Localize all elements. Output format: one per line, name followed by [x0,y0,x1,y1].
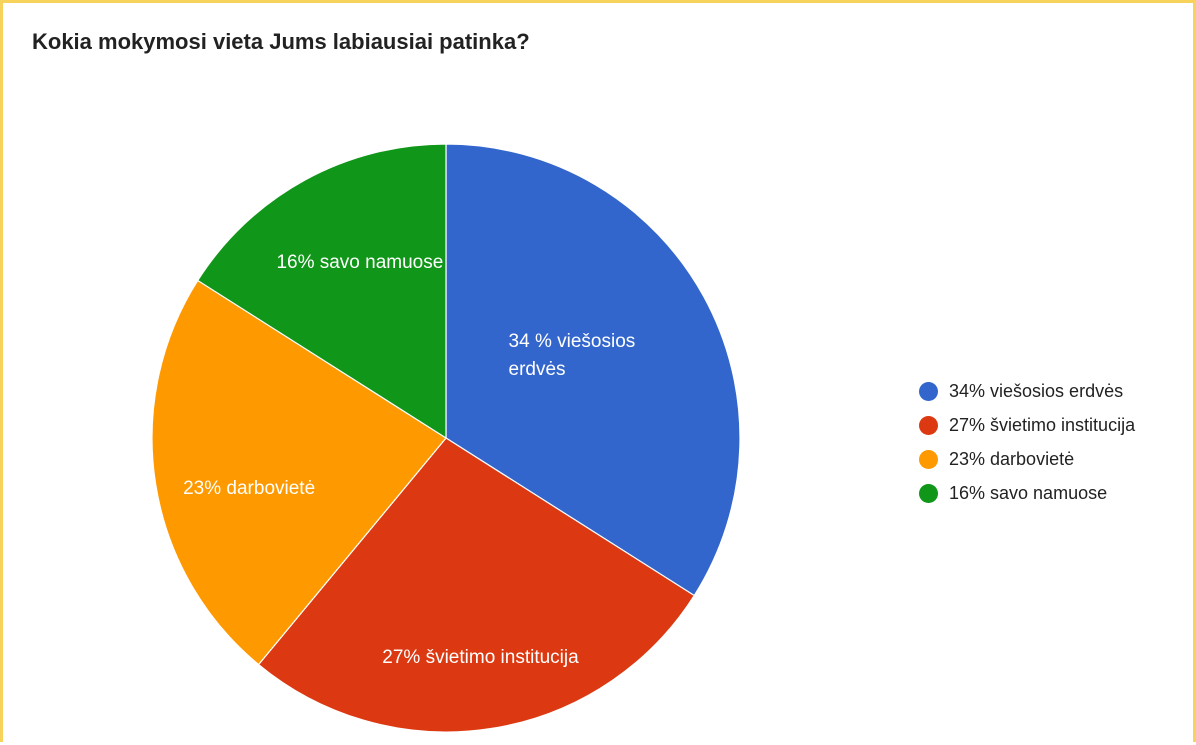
slice-label: 34 % viešosios erdvės [509,331,636,380]
legend-item[interactable]: 27% švietimo institucija [919,408,1135,442]
pie-slice[interactable] [196,143,447,440]
legend-label: 23% darbovietė [949,448,1075,469]
legend-label: 34% viešosios erdvės [949,380,1124,401]
legend-item[interactable]: 16% savo namuose [919,476,1135,510]
legend-swatch [919,483,938,503]
slice-label: 27% švietimo institucija [382,647,579,668]
slice-label: 16% savo namuose [276,252,443,273]
legend-swatch [919,415,938,435]
legend-swatch [919,449,938,469]
pie-slice[interactable] [257,437,696,733]
pie-slice[interactable] [151,279,447,666]
legend-label: 16% savo namuose [949,482,1108,503]
chart-title: Kokia mokymosi vieta Jums labiausiai pat… [32,29,530,54]
pie-chart: 34 % viešosios erdvės 27% švietimo institu… [151,143,741,733]
legend-item[interactable]: 34% viešosios erdvės [919,374,1135,408]
slice-label: 23% darbovietė [183,478,315,499]
legend-item[interactable]: 23% darbovietė [919,442,1135,476]
pie-slice[interactable] [445,143,741,597]
legend-swatch [919,381,938,401]
legend: 34% viešosios erdvės 27% švietimo instit… [919,374,1135,510]
legend-label: 27% švietimo institucija [949,414,1136,435]
